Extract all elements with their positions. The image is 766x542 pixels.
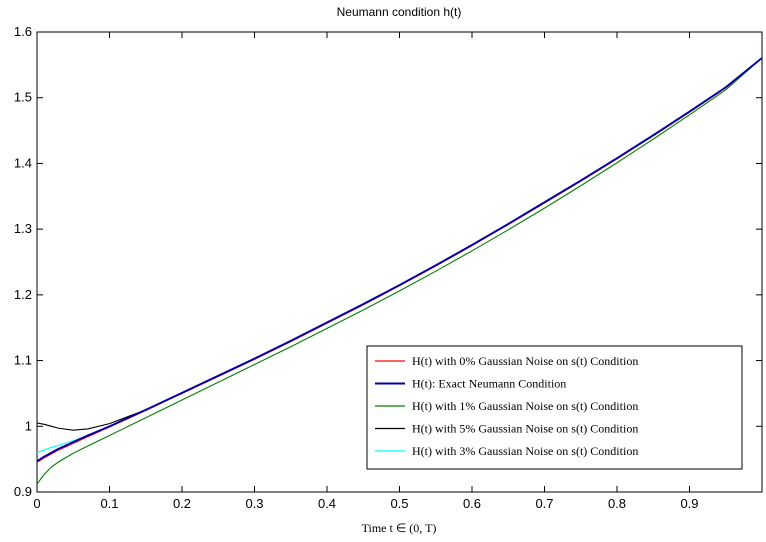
legend-entry-label: H(t) with 1% Gaussian Noise on s(t) Cond… <box>412 399 638 413</box>
series-line-2 <box>36 57 763 485</box>
legend-entry-label: H(t) with 0% Gaussian Noise on s(t) Cond… <box>412 354 638 368</box>
y-tick-label: 1.2 <box>14 287 32 302</box>
chart-title: Neumann condition h(t) <box>337 5 462 19</box>
x-axis-ticks: 0 0.1 0.2 0.3 0.4 0.5 0.6 0.7 0.8 0.9 <box>33 32 699 511</box>
x-tick-label: 0.3 <box>245 496 263 511</box>
y-tick-label: 1.6 <box>14 24 32 39</box>
y-tick-label: 0.9 <box>14 484 32 499</box>
series-lines <box>36 57 763 485</box>
x-tick-label: 0.4 <box>318 496 336 511</box>
y-axis-ticks: 0.9 1 1.1 1.2 1.3 1.4 1.5 1.6 <box>14 24 762 499</box>
x-tick-label: 0.9 <box>680 496 698 511</box>
x-tick-label: 0.5 <box>390 496 408 511</box>
series-line-1 <box>36 57 763 462</box>
legend: H(t) with 0% Gaussian Noise on s(t) Cond… <box>366 345 743 470</box>
x-tick-label: 0 <box>33 496 40 511</box>
legend-entry-label: H(t): Exact Neumann Condition <box>412 377 566 391</box>
x-tick-label: 0.7 <box>535 496 553 511</box>
x-axis-label: Time t ∈ (0, T) <box>362 521 437 535</box>
legend-box <box>366 345 743 470</box>
legend-entry-label: H(t) with 3% Gaussian Noise on s(t) Cond… <box>412 444 638 458</box>
y-tick-label: 1.5 <box>14 90 32 105</box>
y-tick-label: 1 <box>25 418 32 433</box>
x-tick-label: 0.6 <box>463 496 481 511</box>
x-tick-label: 0.2 <box>173 496 191 511</box>
x-tick-label: 0.1 <box>100 496 118 511</box>
y-tick-label: 1.3 <box>14 221 32 236</box>
legend-entry-label: H(t) with 5% Gaussian Noise on s(t) Cond… <box>412 422 638 436</box>
y-tick-label: 1.1 <box>14 353 32 368</box>
x-tick-label: 0.8 <box>608 496 626 511</box>
y-tick-label: 1.4 <box>14 155 32 170</box>
